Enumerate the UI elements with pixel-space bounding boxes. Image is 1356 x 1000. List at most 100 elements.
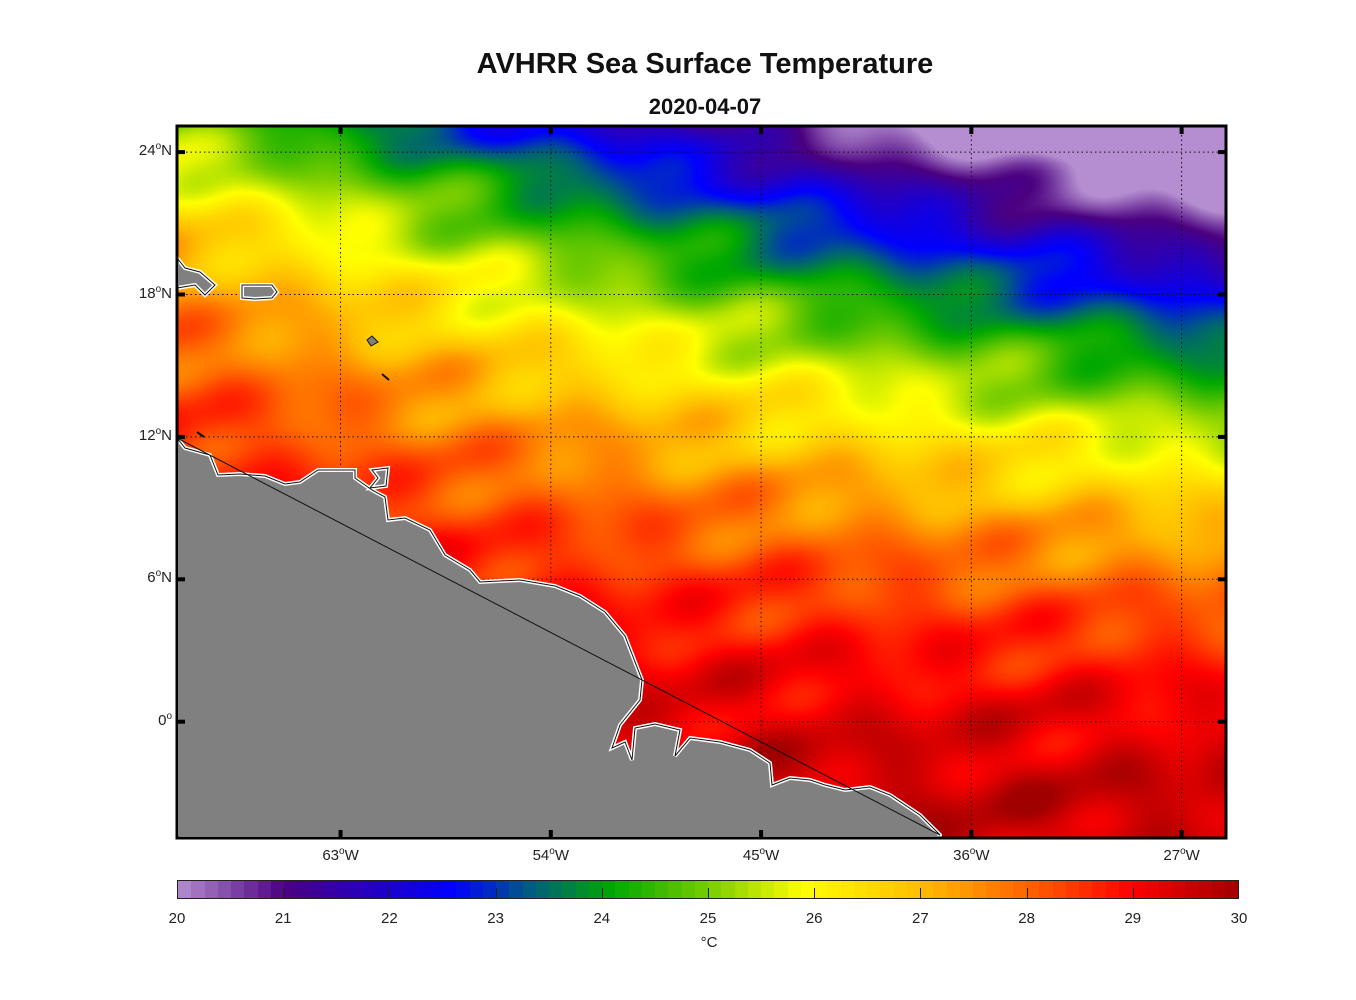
colorbar-segment <box>1185 881 1199 898</box>
figure-title: AVHRR Sea Surface Temperature <box>476 48 934 80</box>
colorbar-segment <box>867 881 881 898</box>
colorbar-tick-label: 21 <box>274 910 292 927</box>
colorbar-segment <box>403 881 417 898</box>
colorbar-segment <box>1105 881 1119 898</box>
colorbar <box>177 880 1239 899</box>
figure-subtitle: 2020-04-07 <box>648 94 762 119</box>
colorbar-segment <box>1052 881 1066 898</box>
colorbar-segment <box>363 881 377 898</box>
colorbar-segment <box>588 881 602 898</box>
colorbar-segment <box>761 881 775 898</box>
colorbar-segment <box>178 881 192 898</box>
colorbar-segment <box>310 881 324 898</box>
colorbar-segment <box>602 881 616 898</box>
colorbar-segment <box>1012 881 1026 898</box>
colorbar-segment <box>284 881 298 898</box>
colorbar-segment <box>337 881 351 898</box>
colorbar-segment <box>893 881 907 898</box>
lat-tick-label: 24oN <box>138 141 172 160</box>
colorbar-segment <box>416 881 430 898</box>
lon-tick-label: 36oW <box>953 846 990 864</box>
colorbar-segment <box>747 881 761 898</box>
colorbar-segment <box>1118 881 1132 898</box>
colorbar-segment <box>840 881 854 898</box>
colorbar-tick <box>389 888 391 898</box>
colorbar-segment <box>694 881 708 898</box>
colorbar-segment <box>986 881 1000 898</box>
colorbar-segment <box>615 881 629 898</box>
colorbar-tick-label: 30 <box>1230 910 1248 927</box>
colorbar-segment <box>350 881 364 898</box>
lon-tick-label: 54oW <box>532 846 570 864</box>
land-guadeloupe <box>366 335 379 347</box>
lon-tick-label: 27oW <box>1163 846 1200 864</box>
colorbar-tick <box>920 888 922 898</box>
colorbar-tick <box>601 888 603 898</box>
colorbar-segment <box>959 881 973 898</box>
lat-tick-label: 6oN <box>147 568 172 587</box>
colorbar-segment <box>641 881 655 898</box>
colorbar-segment <box>509 881 523 898</box>
colorbar-segment <box>827 881 841 898</box>
colorbar-segment <box>800 881 814 898</box>
colorbar-tick-label: 27 <box>912 910 929 927</box>
colorbar-segment <box>456 881 470 898</box>
colorbar-segment <box>231 881 245 898</box>
colorbar-segment <box>853 881 867 898</box>
colorbar-segment <box>655 881 669 898</box>
colorbar-segment <box>933 881 947 898</box>
colorbar-segment <box>443 881 457 898</box>
land-puerto-rico <box>240 283 280 302</box>
lat-tick-label: 0o <box>158 710 172 729</box>
colorbar-segment <box>946 881 960 898</box>
colorbar-segment <box>469 881 483 898</box>
colorbar-segment <box>496 881 510 898</box>
colorbar-segment <box>1026 881 1040 898</box>
colorbar-tick-label: 26 <box>805 910 823 927</box>
colorbar-segment <box>1145 881 1159 898</box>
colorbar-tick <box>283 888 285 898</box>
colorbar-segment <box>1211 881 1225 898</box>
colorbar-tick-label: 29 <box>1124 910 1142 927</box>
land-hispaniola <box>175 252 218 298</box>
lon-tick-label: 45oW <box>742 846 780 864</box>
colorbar-tick <box>708 888 709 898</box>
colorbar-tick-label: 23 <box>487 910 504 927</box>
colorbar-segment <box>1198 881 1212 898</box>
colorbar-segment <box>1158 881 1172 898</box>
lon-tick-label: 63oW <box>322 846 359 864</box>
colorbar-tick <box>1132 888 1134 898</box>
colorbar-segment <box>549 881 563 898</box>
colorbar-segment <box>628 881 642 898</box>
colorbar-segment <box>429 881 443 898</box>
colorbar-tick <box>1026 888 1028 898</box>
colorbar-segment <box>1039 881 1053 898</box>
colorbar-segment <box>257 881 271 898</box>
colorbar-segment <box>1079 881 1093 898</box>
colorbar-segment <box>390 881 404 898</box>
colorbar-tick-label: 28 <box>1018 910 1035 927</box>
colorbar-segment <box>522 881 536 898</box>
land-martinique <box>381 373 390 381</box>
colorbar-segment <box>376 881 390 898</box>
colorbar-segment <box>880 881 894 898</box>
lat-tick-label: 18oN <box>138 283 172 302</box>
colorbar-tick <box>495 888 497 898</box>
colorbar-segment <box>999 881 1013 898</box>
colorbar-segment <box>204 881 218 898</box>
colorbar-segment <box>734 881 748 898</box>
colorbar-segment <box>323 881 337 898</box>
colorbar-segment <box>217 881 231 898</box>
colorbar-segment <box>575 881 589 898</box>
colorbar-segment <box>708 881 722 898</box>
colorbar-segment <box>562 881 576 898</box>
colorbar-segment <box>270 881 284 898</box>
colorbar-segment <box>774 881 788 898</box>
lat-tick-label: 12oN <box>138 425 172 444</box>
colorbar-segment <box>920 881 934 898</box>
colorbar-segment <box>973 881 987 898</box>
colorbar-tick-label: 24 <box>593 910 611 927</box>
colorbar-segment <box>721 881 735 898</box>
land-grenada <box>196 431 205 438</box>
colorbar-segment <box>535 881 549 898</box>
